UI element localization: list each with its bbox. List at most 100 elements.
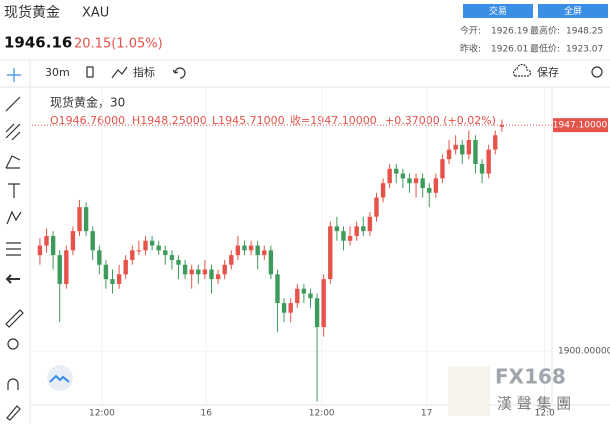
- watermark-brand: FX168: [495, 365, 566, 389]
- candle-body: [275, 274, 280, 304]
- crosshair-tool[interactable]: [7, 68, 21, 82]
- legend-open: O1946.76000: [50, 114, 125, 127]
- stats: 今开: 1926.19 最高价: 1948.25 昨收: 1926.01 最低价: 1923.…: [460, 25, 603, 55]
- candle-body: [235, 245, 241, 256]
- indicator-button[interactable]: 指标: [133, 65, 155, 79]
- candle-body: [116, 274, 122, 284]
- candle-body: [321, 279, 326, 328]
- candle-body: [460, 144, 465, 155]
- candle-body: [334, 226, 340, 232]
- candle-body: [97, 250, 102, 265]
- fib-tool[interactable]: [6, 242, 21, 256]
- candle-body: [70, 231, 76, 251]
- candle-body: [473, 140, 478, 164]
- brush-tool[interactable]: [5, 155, 21, 169]
- text-tool[interactable]: [8, 183, 20, 198]
- legend-change: +0.37000 (+0.02%): [385, 114, 496, 127]
- candle-body: [196, 269, 201, 275]
- candle-body: [64, 250, 69, 284]
- indicator-icon[interactable]: [111, 66, 128, 79]
- candle-body: [493, 135, 498, 150]
- candle-body: [262, 250, 267, 256]
- fullscreen-button[interactable]: [538, 4, 608, 18]
- price-change: 20.15(1.05%): [74, 37, 163, 52]
- candle-body: [394, 168, 399, 174]
- undo-icon[interactable]: [172, 67, 186, 79]
- stat-value: 1926.19: [491, 27, 528, 37]
- candle-body: [354, 226, 359, 236]
- candle-body: [215, 274, 221, 280]
- zoom-tool[interactable]: [7, 338, 19, 350]
- y-tick-label: 1900.00000: [558, 347, 610, 357]
- candle-body: [387, 168, 392, 184]
- cloud-icon[interactable]: [513, 63, 532, 77]
- candle-body: [163, 250, 168, 256]
- candle-body: [295, 288, 300, 304]
- x-tick-label: 16: [200, 409, 212, 419]
- pattern-tool[interactable]: [6, 210, 22, 225]
- drawing-tools: [5, 68, 24, 421]
- candle-body: [268, 250, 274, 275]
- last-price: 1946.16: [4, 34, 72, 52]
- candle-body: [308, 293, 313, 299]
- candle-body: [400, 173, 406, 179]
- legend-low: L1945.71000: [212, 114, 285, 127]
- x-tick-label: 12:00: [89, 409, 115, 419]
- watermark-emblem: [448, 366, 490, 416]
- trade-button[interactable]: [463, 4, 533, 18]
- candle-body: [169, 255, 175, 260]
- fullscreen-button-label[interactable]: 全屏: [564, 5, 582, 17]
- candle-body: [77, 207, 82, 232]
- candle-body: [367, 216, 373, 232]
- settings-icon[interactable]: [591, 66, 603, 78]
- ruler-tool[interactable]: [5, 309, 24, 328]
- line-tool[interactable]: [5, 96, 21, 112]
- candle-body: [44, 235, 49, 246]
- candle-body: [130, 250, 135, 260]
- logo-mark: [49, 374, 70, 383]
- candle-body: [380, 183, 386, 198]
- candle-body: [314, 298, 320, 328]
- candle-body: [427, 187, 432, 193]
- candle-body: [301, 288, 307, 294]
- legend-high: H1948.25000: [132, 114, 207, 127]
- candle-body: [420, 178, 425, 188]
- stat-label: 昨收:: [460, 43, 481, 55]
- candle-body: [156, 245, 161, 251]
- legend-name: 现货黄金，30: [50, 95, 125, 110]
- magnet-tool[interactable]: [7, 378, 19, 390]
- interval-selector[interactable]: 30m: [45, 66, 70, 79]
- candle-body: [486, 149, 491, 174]
- logo-badge: [47, 365, 73, 391]
- candle-body: [446, 149, 452, 160]
- candle-body: [182, 264, 188, 275]
- candle-body: [229, 255, 234, 265]
- candle-body: [479, 163, 485, 174]
- candle-body: [136, 250, 142, 252]
- back-tool[interactable]: [5, 274, 20, 284]
- save-button[interactable]: 保存: [537, 65, 559, 79]
- candle-body: [453, 144, 458, 150]
- candle-body: [222, 264, 227, 275]
- channel-tool[interactable]: [5, 123, 21, 141]
- candle-body: [37, 245, 43, 256]
- stat-value: 1926.01: [491, 45, 528, 55]
- last-price-label: 1947.10000: [553, 121, 608, 131]
- legend-close: 收=1947.10000: [290, 113, 377, 127]
- candle-body: [189, 269, 194, 275]
- candle-body: [499, 125, 505, 127]
- candle-body: [176, 259, 181, 265]
- edit-tool[interactable]: [6, 405, 21, 421]
- candle-body: [202, 269, 208, 275]
- candle-body: [328, 226, 333, 280]
- chart-type-icon[interactable]: [86, 66, 94, 78]
- candle-body: [347, 235, 353, 241]
- x-tick-label: 12:0: [535, 409, 555, 419]
- trade-button-label[interactable]: 交易: [489, 5, 507, 17]
- x-tick-label: 17: [421, 409, 432, 419]
- candle-body: [110, 279, 115, 284]
- candle-body: [361, 226, 366, 232]
- candle-body: [123, 259, 128, 275]
- candle-body: [374, 197, 379, 217]
